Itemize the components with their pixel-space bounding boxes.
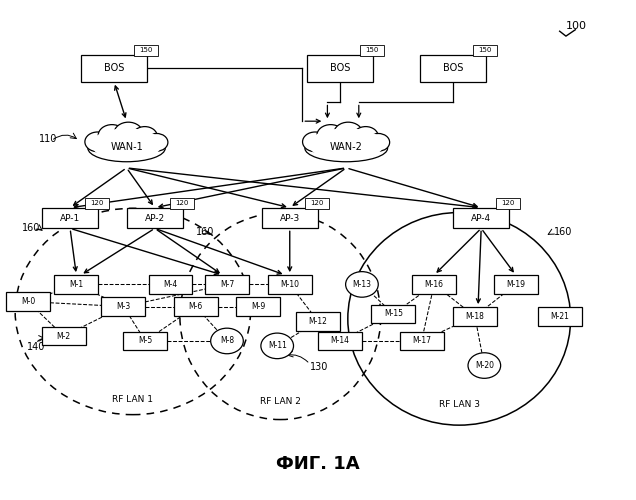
FancyBboxPatch shape	[174, 297, 218, 316]
Circle shape	[367, 134, 390, 151]
Circle shape	[345, 272, 378, 297]
FancyBboxPatch shape	[305, 198, 329, 208]
Text: M-11: M-11	[268, 342, 287, 350]
FancyBboxPatch shape	[420, 54, 486, 82]
Text: M-5: M-5	[138, 336, 153, 345]
Circle shape	[114, 122, 143, 145]
Text: M-13: M-13	[352, 280, 371, 289]
Ellipse shape	[305, 134, 387, 162]
FancyBboxPatch shape	[102, 297, 146, 316]
Text: 110: 110	[39, 134, 57, 144]
Text: 150: 150	[478, 47, 492, 53]
FancyBboxPatch shape	[268, 275, 312, 294]
FancyBboxPatch shape	[537, 307, 581, 326]
Text: M-10: M-10	[280, 280, 300, 289]
Text: 150: 150	[139, 47, 153, 53]
FancyBboxPatch shape	[307, 54, 373, 82]
Text: 140: 140	[27, 342, 46, 352]
Text: M-8: M-8	[220, 336, 234, 345]
FancyBboxPatch shape	[453, 307, 497, 326]
FancyBboxPatch shape	[473, 44, 497, 56]
Text: M-12: M-12	[308, 317, 328, 326]
FancyBboxPatch shape	[55, 275, 99, 294]
Circle shape	[261, 333, 294, 358]
Text: 120: 120	[175, 200, 188, 206]
Text: M-2: M-2	[57, 332, 71, 340]
Text: AP-3: AP-3	[280, 214, 300, 222]
Text: ФИГ. 1А: ФИГ. 1А	[276, 455, 360, 473]
FancyBboxPatch shape	[42, 208, 99, 229]
FancyBboxPatch shape	[42, 326, 86, 345]
Circle shape	[98, 124, 126, 146]
Text: 150: 150	[365, 47, 378, 53]
Text: WAN-2: WAN-2	[330, 142, 363, 152]
Ellipse shape	[91, 128, 162, 160]
FancyBboxPatch shape	[494, 275, 537, 294]
Text: 120: 120	[90, 200, 104, 206]
Circle shape	[317, 124, 345, 146]
FancyBboxPatch shape	[81, 54, 147, 82]
Text: RF LAN 2: RF LAN 2	[260, 398, 301, 406]
FancyBboxPatch shape	[6, 292, 50, 311]
FancyBboxPatch shape	[453, 208, 509, 229]
Text: 120: 120	[310, 200, 324, 206]
Text: AP-2: AP-2	[145, 214, 165, 222]
FancyBboxPatch shape	[123, 332, 167, 350]
FancyBboxPatch shape	[261, 208, 318, 229]
Text: M-16: M-16	[425, 280, 444, 289]
Text: RF LAN 3: RF LAN 3	[439, 400, 480, 409]
Circle shape	[145, 134, 168, 151]
FancyBboxPatch shape	[205, 275, 249, 294]
Circle shape	[334, 122, 363, 145]
Circle shape	[132, 126, 157, 146]
Text: WAN-1: WAN-1	[110, 142, 143, 152]
Text: M-9: M-9	[251, 302, 265, 311]
FancyBboxPatch shape	[134, 44, 158, 56]
Circle shape	[303, 132, 328, 152]
Text: M-4: M-4	[163, 280, 177, 289]
Text: M-15: M-15	[384, 310, 403, 318]
Text: M-19: M-19	[506, 280, 525, 289]
FancyBboxPatch shape	[85, 198, 109, 208]
Text: AP-4: AP-4	[471, 214, 491, 222]
Text: BOS: BOS	[104, 63, 124, 73]
Text: M-1: M-1	[69, 280, 83, 289]
Text: BOS: BOS	[443, 63, 463, 73]
FancyBboxPatch shape	[127, 208, 183, 229]
Ellipse shape	[308, 128, 384, 160]
Text: RF LAN 1: RF LAN 1	[113, 395, 153, 404]
FancyBboxPatch shape	[149, 275, 193, 294]
Circle shape	[353, 126, 378, 146]
Text: BOS: BOS	[330, 63, 350, 73]
FancyBboxPatch shape	[170, 198, 194, 208]
Text: 160: 160	[22, 223, 40, 233]
Text: M-17: M-17	[412, 336, 431, 345]
Ellipse shape	[88, 134, 165, 162]
Text: M-20: M-20	[475, 361, 494, 370]
Text: M-14: M-14	[331, 336, 349, 345]
Text: M-7: M-7	[220, 280, 234, 289]
Text: AP-1: AP-1	[60, 214, 80, 222]
FancyBboxPatch shape	[412, 275, 456, 294]
Text: 130: 130	[310, 362, 328, 372]
FancyBboxPatch shape	[360, 44, 384, 56]
FancyBboxPatch shape	[496, 198, 520, 208]
Circle shape	[468, 353, 501, 378]
FancyBboxPatch shape	[318, 332, 362, 350]
Text: 160: 160	[554, 227, 572, 237]
Text: M-3: M-3	[116, 302, 130, 311]
Text: 100: 100	[566, 22, 587, 32]
FancyBboxPatch shape	[296, 312, 340, 330]
Text: M-21: M-21	[550, 312, 569, 321]
Circle shape	[85, 132, 110, 152]
FancyBboxPatch shape	[399, 332, 443, 350]
Text: M-18: M-18	[466, 312, 485, 321]
Text: M-0: M-0	[21, 297, 35, 306]
Text: 160: 160	[196, 227, 214, 237]
Text: M-6: M-6	[188, 302, 203, 311]
FancyBboxPatch shape	[237, 297, 280, 316]
Circle shape	[211, 328, 244, 353]
Text: 120: 120	[502, 200, 515, 206]
FancyBboxPatch shape	[371, 304, 415, 324]
